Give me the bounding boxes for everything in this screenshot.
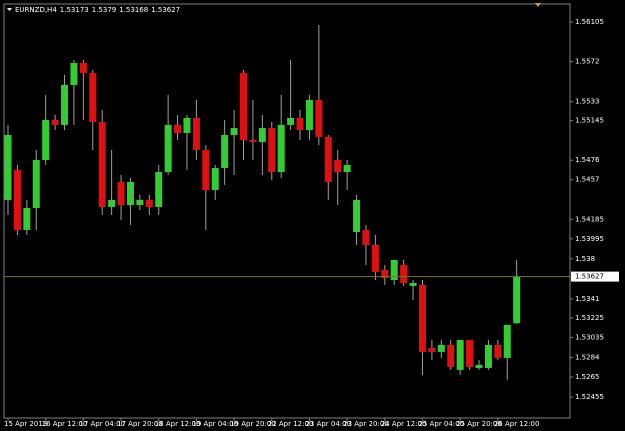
candle-body (362, 229, 370, 245)
candle-body (258, 128, 266, 142)
candle-body (418, 284, 426, 352)
candle-body (192, 117, 200, 151)
candle-body (315, 99, 323, 137)
candle-body (371, 244, 379, 272)
price-label-box (571, 271, 619, 282)
y-tick-label: 1.538 (575, 255, 595, 263)
candle-body (155, 172, 163, 207)
x-tick-label: 23 Apr 20:00 (343, 420, 389, 428)
x-tick-label: 24 Apr 12:00 (381, 420, 427, 428)
x-tick-label: 25 Apr 20:00 (456, 420, 502, 428)
header-low: 1.53168 (119, 6, 148, 14)
y-tick-label: 1.54185 (575, 215, 604, 223)
candle-body (126, 181, 134, 205)
candle-body (503, 324, 511, 358)
candle-body (145, 199, 153, 207)
candle-body (136, 199, 144, 205)
header-open: 1.53173 (60, 6, 89, 14)
candle-body (13, 170, 21, 230)
candle-body (437, 344, 445, 352)
candle-body (211, 167, 219, 190)
candle-body (334, 159, 342, 173)
x-tick-label: 22 Apr 12:00 (268, 420, 314, 428)
candle-body (409, 282, 417, 286)
y-tick-label: 1.56105 (575, 18, 604, 26)
y-tick-label: 1.5265 (575, 373, 600, 381)
candle-body (164, 124, 172, 173)
price-label: 1.53627 (575, 273, 604, 281)
candle-body (42, 120, 50, 160)
y-tick-label: 1.5341 (575, 295, 600, 303)
x-tick-label: 15 Apr 2013 (4, 420, 47, 428)
header-arrow (7, 8, 12, 11)
candle-body (343, 165, 351, 173)
candle-body (70, 62, 78, 85)
x-tick-label: 18 Apr 12:00 (155, 420, 201, 428)
candle-body (466, 339, 474, 367)
plot-frame (3, 3, 571, 419)
candle-body (174, 124, 182, 133)
candle-body (305, 99, 313, 130)
y-tick-label: 1.5572 (575, 58, 600, 66)
candle-body (390, 259, 398, 280)
y-tick-label: 1.53035 (575, 333, 604, 341)
candle-body (202, 150, 210, 190)
y-tick-label: 1.5284 (575, 353, 600, 361)
candle-body (277, 124, 285, 173)
candle-body (353, 199, 361, 233)
x-tick-label: 16 Apr 12:00 (42, 420, 88, 428)
x-tick-label: 26 Apr 12:00 (494, 420, 540, 428)
candle-body (513, 276, 521, 324)
x-tick-label: 19 Apr 04:00 (192, 420, 238, 428)
candle-body (428, 347, 436, 352)
candle-body (268, 128, 276, 173)
candle-body (51, 120, 59, 125)
x-tick-label: 17 Apr 20:00 (117, 420, 163, 428)
candle-body (23, 207, 31, 230)
candle-body (475, 364, 483, 368)
candle-body (89, 72, 97, 122)
candle-body (400, 264, 408, 283)
symbol: EURNZD,H4 (15, 6, 57, 14)
candle-body (183, 117, 191, 133)
y-tick-label: 1.53995 (575, 235, 604, 243)
candle-body (249, 139, 257, 142)
y-tick-label: 1.52455 (575, 393, 604, 401)
candle-body (324, 136, 332, 182)
candle-body (221, 135, 229, 168)
candle-body (4, 135, 12, 200)
y-tick-label: 1.5533 (575, 98, 600, 106)
candle-body (381, 269, 389, 278)
x-tick-label: 25 Apr 04:00 (418, 420, 464, 428)
candle-body (287, 117, 295, 125)
candle-body (296, 117, 304, 130)
candle-body (117, 181, 125, 205)
x-tick-label: 23 Apr 04:00 (305, 420, 351, 428)
x-tick-label: 17 Apr 04:00 (79, 420, 125, 428)
y-tick-label: 1.55145 (575, 117, 604, 125)
candle-body (108, 199, 116, 207)
y-tick-label: 1.53225 (575, 314, 604, 322)
shift-marker (535, 3, 541, 7)
candle-body (240, 72, 247, 140)
candle-body (79, 62, 87, 73)
candle-body (484, 344, 492, 368)
candle-body (98, 121, 106, 207)
candle-body (494, 344, 502, 358)
y-tick-label: 1.5476 (575, 156, 600, 164)
candle-body (230, 128, 238, 136)
candle-body (447, 344, 455, 367)
candle-body (456, 339, 464, 370)
candle-body (32, 159, 40, 208)
y-tick-label: 1.5457 (575, 176, 600, 184)
header-high: 1.5379 (92, 6, 117, 14)
x-tick-label: 19 Apr 20:00 (230, 420, 276, 428)
candle-body (61, 84, 69, 125)
header-close: 1.53627 (151, 6, 180, 14)
chart-header: EURNZD,H4 1.53173 1.5379 1.53168 1.53627 (15, 6, 180, 14)
